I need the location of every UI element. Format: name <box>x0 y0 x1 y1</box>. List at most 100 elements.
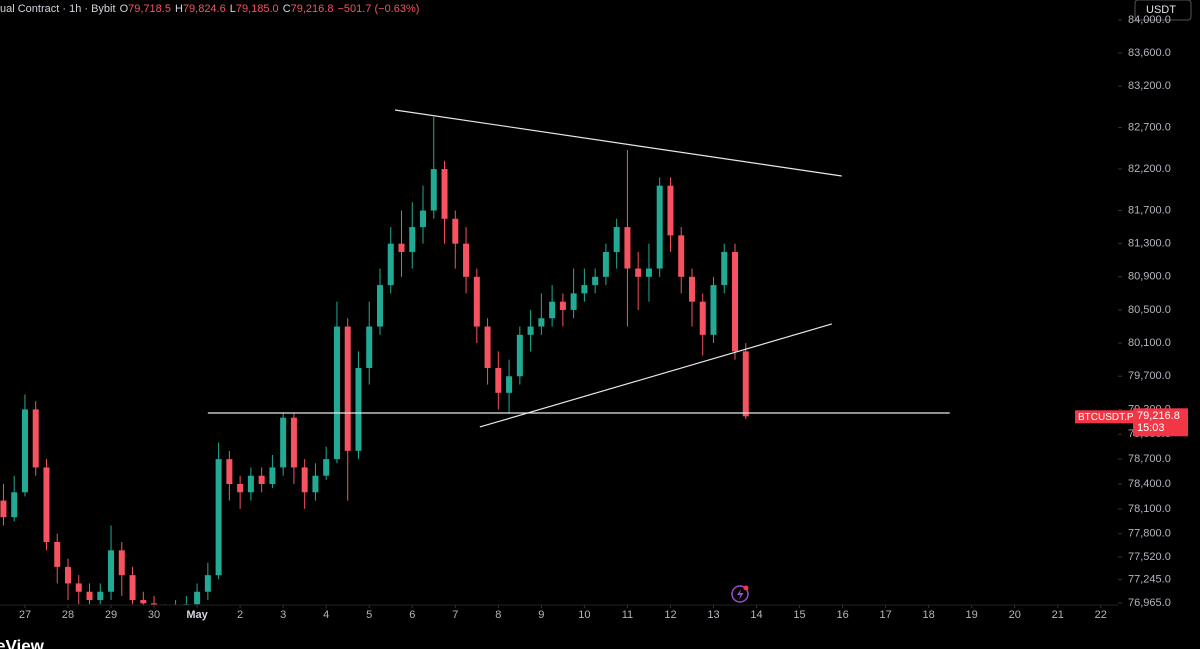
x-tick-label: 8 <box>495 609 501 621</box>
candle-body <box>226 459 233 484</box>
candle-body <box>463 243 470 277</box>
y-tick-label: 78,700.0 <box>1128 453 1171 465</box>
y-tick-label: 77,520.0 <box>1128 551 1171 563</box>
y-tick-label: 78,400.0 <box>1128 478 1171 490</box>
countdown-label: 15:03 <box>1137 422 1165 434</box>
candle-body <box>64 566 71 584</box>
y-tick-label: 78,100.0 <box>1128 503 1171 515</box>
ohlc-value: 79,824.6 <box>183 3 226 15</box>
y-tick-label: 80,100.0 <box>1128 337 1171 349</box>
currency-label: USDT <box>1146 4 1176 16</box>
x-tick-label: 22 <box>1095 609 1107 621</box>
candle-body <box>602 251 609 277</box>
x-tick-label: 10 <box>578 609 590 621</box>
legend-header: ual Contract · 1h · Bybit O79,718.5 H79,82… <box>0 3 419 15</box>
candle-body <box>592 276 599 286</box>
candle-body <box>538 318 545 327</box>
x-tick-label: 14 <box>750 609 762 621</box>
candle-body <box>204 575 211 592</box>
candle-body <box>21 409 28 493</box>
y-tick-label: 79,700.0 <box>1128 370 1171 382</box>
candle-body <box>43 467 50 543</box>
candle-body <box>409 227 416 252</box>
candle-body <box>732 251 739 352</box>
candle-body <box>430 169 437 211</box>
price-tag <box>1133 408 1188 437</box>
candle-body <box>516 334 523 377</box>
candle-body <box>194 591 201 605</box>
x-tick-label: 7 <box>452 609 458 621</box>
currency-button[interactable] <box>1134 0 1192 21</box>
candle-body <box>86 591 93 601</box>
trend-line <box>479 323 832 428</box>
candle-body <box>280 417 287 468</box>
ohlc-key: L <box>230 3 236 15</box>
y-tick-label: 82,200.0 <box>1128 163 1171 175</box>
candle-body <box>290 417 297 468</box>
y-tick-label: 81,700.0 <box>1128 204 1171 216</box>
candle-body <box>323 459 330 476</box>
candle-body <box>11 492 18 518</box>
alert-icon[interactable] <box>731 585 749 603</box>
candle-body <box>473 276 480 327</box>
y-tick-label: 81,300.0 <box>1128 238 1171 250</box>
candle-body <box>151 603 158 605</box>
candle-body <box>97 591 104 601</box>
x-tick-label: 12 <box>664 609 676 621</box>
candle-body <box>129 575 136 601</box>
candle-body <box>366 326 373 368</box>
candle-body <box>645 268 652 277</box>
trend-line <box>394 109 842 177</box>
x-tick-label: 4 <box>323 609 329 621</box>
candle-body <box>344 326 351 451</box>
candle-body <box>667 185 674 236</box>
footer-brand: eView <box>0 636 45 649</box>
x-tick-label: 3 <box>280 609 286 621</box>
y-tick-label: 80,500.0 <box>1128 304 1171 316</box>
x-tick-label: 9 <box>538 609 544 621</box>
symbol-interval: ual Contract · 1h · Bybit <box>0 3 116 15</box>
y-tick-label: 84,000.0 <box>1128 14 1171 26</box>
x-tick-label: 21 <box>1052 609 1064 621</box>
x-tick-label: 5 <box>366 609 372 621</box>
candle-body <box>355 367 362 451</box>
y-tick-label: 76,965.0 <box>1128 597 1171 609</box>
candle-body <box>710 285 717 335</box>
candle-body <box>420 210 427 228</box>
candle-body <box>452 218 459 244</box>
candle-body <box>678 235 685 277</box>
plot-area <box>0 109 950 605</box>
symbol-tag <box>1075 410 1133 424</box>
candle-body <box>215 459 222 576</box>
candle-body <box>269 467 276 484</box>
y-tick-label: 77,245.0 <box>1128 574 1171 586</box>
candle-body <box>549 301 556 319</box>
candle-body <box>570 293 577 310</box>
candle-body <box>721 251 728 286</box>
x-tick-label: 28 <box>62 609 74 621</box>
candle-body <box>54 542 61 567</box>
candle-body <box>699 301 706 335</box>
x-tick-label: 30 <box>148 609 160 621</box>
candle-body <box>301 467 308 493</box>
y-tick-label: 77,800.0 <box>1128 528 1171 540</box>
candle-body <box>333 326 340 460</box>
ohlc-value: 79,216.8 <box>291 3 334 15</box>
x-tick-label: 20 <box>1009 609 1021 621</box>
candle-body <box>75 583 82 592</box>
candle-body <box>247 475 254 493</box>
ohlc-key: C <box>283 3 291 15</box>
candle-body <box>312 475 319 493</box>
candle-body <box>108 550 115 592</box>
ohlc-value: 79,185.0 <box>236 3 279 15</box>
candle-body <box>559 301 566 310</box>
change: −501.7 (−0.63%) <box>337 3 419 15</box>
candle-body <box>387 243 394 286</box>
y-tick-label: 83,200.0 <box>1128 80 1171 92</box>
x-tick-label: 6 <box>409 609 415 621</box>
x-tick-label: 27 <box>19 609 31 621</box>
y-tick-label: 83,600.0 <box>1128 47 1171 59</box>
y-tick-label: 80,900.0 <box>1128 271 1171 283</box>
